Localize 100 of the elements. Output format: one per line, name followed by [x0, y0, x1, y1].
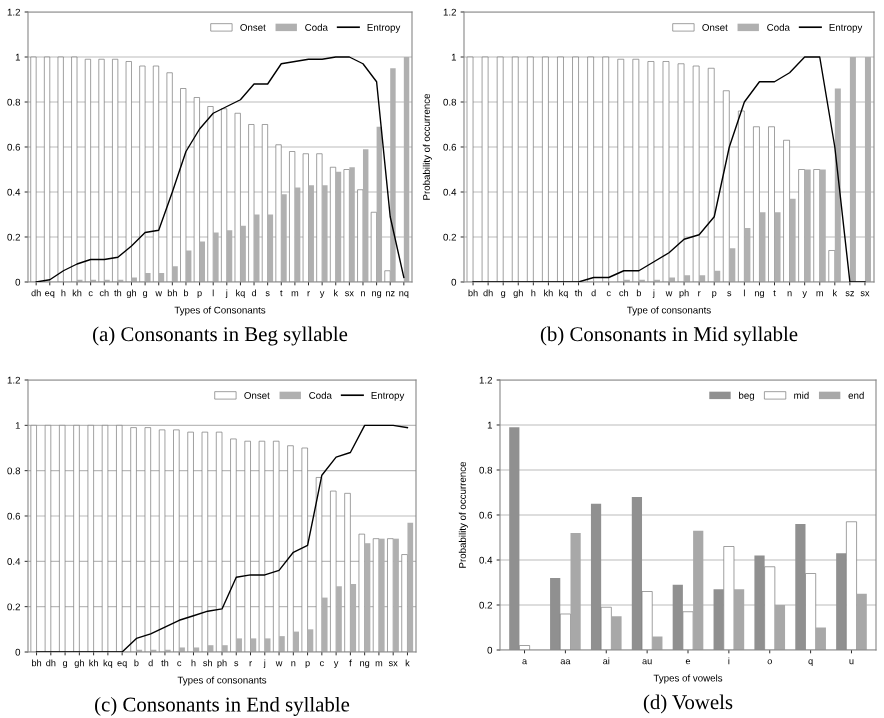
bar [84, 58, 91, 282]
bar [57, 56, 64, 282]
bar [180, 88, 187, 282]
bar [301, 447, 308, 652]
bar [30, 56, 37, 282]
bar [815, 627, 826, 650]
bar [145, 273, 151, 282]
bar [71, 56, 78, 282]
bar [602, 56, 610, 282]
bar [722, 90, 730, 282]
bar [846, 521, 857, 650]
bar [358, 533, 365, 652]
bar [370, 211, 377, 282]
bar [343, 169, 350, 282]
bar [481, 56, 489, 282]
bar [557, 56, 564, 282]
bar [692, 65, 700, 282]
bar [641, 591, 653, 650]
bar [572, 56, 579, 282]
bar [677, 63, 685, 282]
bar [207, 106, 214, 282]
bar [617, 58, 625, 282]
bar [193, 97, 200, 282]
bar [330, 490, 337, 652]
bar [172, 266, 178, 282]
bar [130, 427, 137, 652]
bar [737, 110, 745, 282]
bar [662, 61, 670, 282]
bar [215, 431, 223, 652]
bar [387, 538, 394, 652]
bar [570, 533, 581, 650]
bar [201, 431, 209, 652]
bar [158, 429, 166, 652]
bar [152, 65, 160, 282]
bar [768, 126, 775, 282]
bar [43, 56, 51, 282]
bar [753, 126, 760, 282]
bar [647, 61, 655, 282]
bar [273, 440, 280, 652]
bar [813, 169, 821, 282]
bar [30, 424, 37, 652]
text: (d) Vowels [643, 694, 733, 714]
bar [173, 429, 180, 652]
bar [87, 424, 94, 652]
bar [139, 65, 146, 282]
bar [542, 56, 549, 282]
bar [244, 440, 251, 652]
line-series [35, 424, 409, 652]
bar [401, 554, 408, 652]
bar [611, 616, 622, 650]
bar [289, 151, 296, 282]
bar [234, 112, 241, 282]
bar [496, 56, 504, 282]
bar [315, 477, 323, 652]
bar [293, 631, 300, 652]
bar [526, 56, 534, 282]
bar [729, 248, 736, 282]
bar [357, 189, 364, 282]
bar [798, 169, 806, 282]
bar [805, 573, 817, 650]
bar [73, 424, 80, 652]
bar [236, 638, 242, 652]
bar [774, 605, 786, 650]
text: (c) Consonants in End syllable [95, 696, 350, 716]
bar [559, 613, 571, 650]
bar [693, 530, 704, 650]
line-series [472, 56, 866, 282]
bar [261, 124, 269, 282]
bar [384, 270, 391, 282]
bar [101, 424, 109, 652]
bar [466, 56, 474, 282]
line-series [35, 56, 405, 282]
bar [125, 61, 132, 282]
bar [707, 67, 715, 282]
bar [287, 445, 294, 652]
text: (a) Consonants in Beg syllable [93, 326, 348, 346]
bar [783, 139, 790, 282]
bar [856, 593, 867, 650]
bar [372, 538, 380, 652]
bar [344, 492, 351, 652]
bar [112, 58, 119, 282]
bar [187, 431, 194, 652]
bar [733, 589, 745, 650]
bar [258, 440, 266, 652]
bar [329, 166, 337, 282]
bar [144, 427, 152, 652]
bar [116, 424, 123, 652]
bar [166, 72, 173, 282]
bar [264, 638, 271, 652]
bar [185, 250, 192, 282]
bar [723, 546, 735, 650]
bar [587, 56, 594, 282]
bar [632, 58, 640, 282]
bar [248, 124, 255, 282]
text: (b) Consonants in Mid syllable [540, 326, 798, 346]
bar [222, 645, 228, 652]
bar [828, 250, 836, 282]
bar [59, 424, 66, 652]
bar [279, 636, 285, 652]
bar [600, 606, 612, 650]
